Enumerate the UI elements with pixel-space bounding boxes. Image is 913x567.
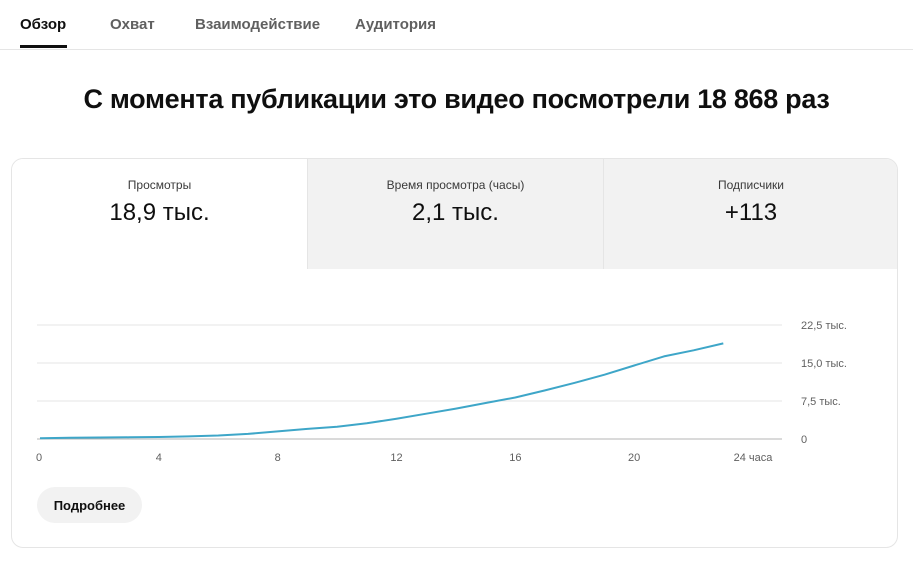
tab-bar: Обзор Охват Взаимодействие Аудитория (0, 0, 913, 50)
x-tick-label: 0 (36, 452, 42, 464)
x-tick-label: 24 часа (734, 452, 774, 464)
y-tick-label: 22,5 тыс. (801, 320, 847, 332)
metric-subscribers[interactable]: Подписчики +113 (603, 159, 897, 269)
metric-views-label: Просмотры (127, 178, 192, 192)
active-tab-indicator (20, 45, 67, 48)
metric-watch-time-label: Время просмотра (часы) (386, 178, 525, 192)
x-tick-label: 8 (275, 452, 281, 464)
y-tick-label: 0 (801, 434, 807, 446)
metric-subscribers-label: Подписчики (717, 178, 784, 192)
tab-reach[interactable]: Охват (110, 16, 155, 33)
analytics-card: Просмотры 18,9 тыс. Время просмотра (час… (11, 158, 898, 548)
x-tick-label: 12 (390, 452, 402, 464)
y-tick-label: 7,5 тыс. (801, 396, 841, 408)
metric-subscribers-value: +113 (724, 199, 778, 226)
tab-audience[interactable]: Аудитория (355, 16, 436, 33)
x-tick-label: 4 (156, 452, 162, 464)
views-line-chart: 0 7,5 тыс. 15,0 тыс. 22,5 тыс. 0 4 8 12 16 20 24 ч… (36, 320, 847, 464)
views-series-line (39, 342, 724, 440)
x-tick-label: 16 (509, 452, 521, 464)
metric-watch-time[interactable]: Время просмотра (часы) 2,1 тыс. (307, 159, 603, 269)
tab-engagement[interactable]: Взаимодействие (195, 16, 321, 33)
y-tick-label: 15,0 тыс. (801, 358, 847, 370)
page-headline: С момента публикации это видео посмотрел… (83, 84, 830, 114)
metric-views[interactable]: Просмотры 18,9 тыс. (12, 159, 307, 269)
x-tick-label: 20 (628, 452, 640, 464)
more-details-button[interactable]: Подробнее (37, 487, 142, 523)
tab-overview[interactable]: Обзор (20, 16, 67, 33)
metric-views-value: 18,9 тыс. (109, 199, 210, 226)
metric-watch-time-value: 2,1 тыс. (412, 199, 499, 226)
